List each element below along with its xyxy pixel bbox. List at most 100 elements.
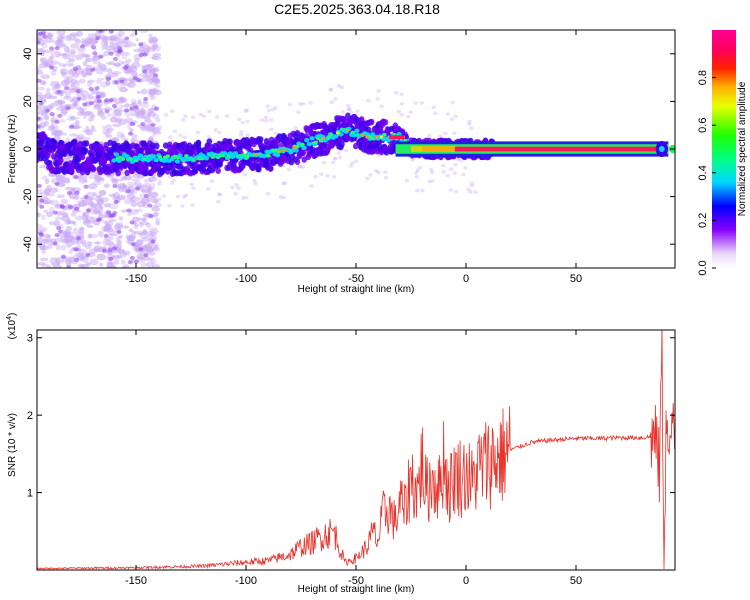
noise-blob <box>103 233 109 238</box>
noise-blob <box>190 203 195 207</box>
noise-blob <box>239 130 244 134</box>
snr-x-label: Height of straight line (km) <box>298 584 415 595</box>
noise-blob <box>105 134 112 138</box>
noise-blob <box>101 36 108 43</box>
noise-blob <box>74 135 84 141</box>
noise-blob <box>60 89 67 94</box>
noise-blob <box>366 98 371 103</box>
noise-blob <box>112 211 118 216</box>
y-tick-label: 40 <box>22 48 34 60</box>
noise-blob <box>43 209 48 214</box>
noise-blob <box>122 82 132 87</box>
noise-blob <box>120 259 126 265</box>
noise-blob <box>131 216 140 223</box>
noise-blob <box>151 207 161 212</box>
noise-blob <box>61 108 69 115</box>
noise-blob <box>81 74 87 78</box>
noise-blob <box>287 102 293 107</box>
band-blob <box>403 133 410 141</box>
noise-blob <box>96 198 104 204</box>
noise-blob <box>133 134 138 138</box>
noise-blob <box>82 60 88 67</box>
noise-blob <box>124 103 132 108</box>
noise-blob <box>108 51 114 56</box>
noise-blob <box>133 107 141 115</box>
noise-blob <box>130 98 137 106</box>
noise-blob <box>37 116 41 121</box>
noise-blob <box>64 240 75 247</box>
noise-blob <box>93 209 102 214</box>
noise-blob <box>62 63 67 68</box>
noise-blob <box>87 71 93 77</box>
noise-blob <box>38 94 46 99</box>
core-blob <box>227 151 233 156</box>
noise-blob <box>452 171 458 175</box>
noise-blob <box>87 93 93 100</box>
noise-blob <box>213 128 218 132</box>
noise-blob <box>150 186 155 191</box>
noise-blob <box>132 30 139 37</box>
noise-blob <box>71 72 80 78</box>
noise-blob <box>328 88 334 92</box>
noise-blob <box>119 40 128 44</box>
noise-blob <box>466 187 471 192</box>
noise-blob <box>145 46 151 54</box>
noise-blob <box>347 107 352 111</box>
noise-blob <box>244 108 250 113</box>
noise-blob <box>108 61 116 66</box>
noise-blob <box>138 73 148 77</box>
noise-blob <box>113 62 121 68</box>
noise-blob <box>99 63 107 71</box>
noise-blob <box>87 79 96 83</box>
noise-blob <box>37 236 44 243</box>
noise-blob <box>148 67 157 74</box>
noise-blob <box>427 179 432 184</box>
noise-blob <box>62 132 67 136</box>
noise-blob <box>168 135 173 139</box>
band-blob <box>206 138 213 145</box>
noise-blob <box>151 55 162 61</box>
core-blob <box>313 140 318 145</box>
noise-blob <box>40 74 51 80</box>
noise-blob <box>414 174 419 179</box>
noise-blob <box>129 106 135 111</box>
noise-blob <box>79 44 85 49</box>
noise-blob <box>339 85 344 90</box>
colorbar-tick-label: 0.2 <box>697 213 709 228</box>
colorbar-tick-label: 0.6 <box>697 118 709 133</box>
noise-blob <box>124 68 131 75</box>
band-blob <box>339 141 345 148</box>
noise-blob <box>145 246 155 253</box>
noise-blob <box>108 30 114 34</box>
noise-blob <box>75 89 81 94</box>
noise-blob <box>54 50 61 58</box>
noise-blob <box>172 129 178 134</box>
noise-blob <box>206 135 212 139</box>
noise-blob <box>43 37 54 44</box>
noise-blob <box>126 66 134 73</box>
noise-blob <box>399 92 404 96</box>
noise-blob <box>102 67 109 73</box>
noise-blob <box>40 214 46 221</box>
spectrogram-panel: -150 -100 -50 0 50 -40 -20 0 20 40 Height of str… <box>7 29 676 295</box>
core-blob <box>300 142 305 147</box>
noise-blob <box>214 115 220 119</box>
band-blob <box>115 169 121 177</box>
noise-blob <box>413 171 419 175</box>
noise-blob <box>75 105 82 111</box>
noise-blob <box>38 101 44 106</box>
noise-blob <box>190 115 196 120</box>
noise-blob <box>52 210 58 215</box>
hot-blob <box>360 133 364 137</box>
noise-blob <box>66 264 72 268</box>
noise-blob <box>150 79 160 86</box>
noise-blob <box>42 238 53 244</box>
noise-blob <box>104 131 113 135</box>
noise-blob <box>267 108 272 113</box>
noise-blob <box>189 182 195 187</box>
noise-blob <box>142 52 148 57</box>
noise-blob <box>117 178 125 182</box>
noise-blob <box>119 104 126 108</box>
noise-blob <box>170 109 175 113</box>
noise-blob <box>111 177 119 184</box>
